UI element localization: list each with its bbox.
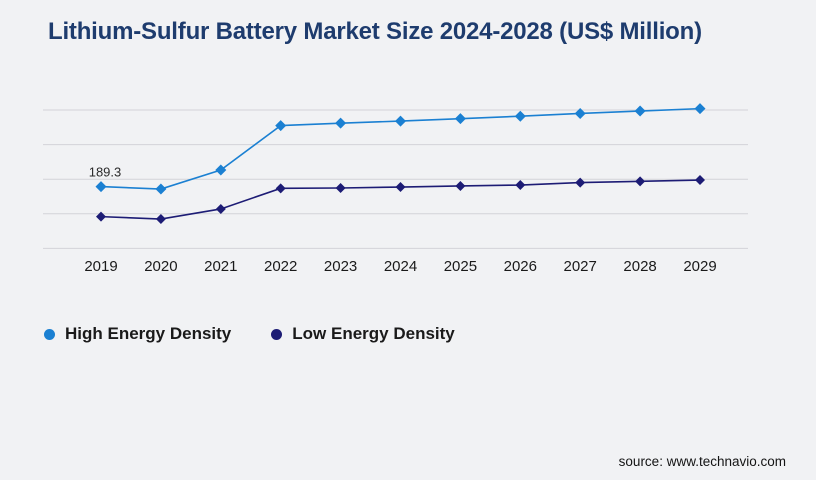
legend-marker-low-icon xyxy=(271,328,283,340)
data-point-marker-high-energy-density[interactable] xyxy=(694,103,706,115)
data-point-marker-high-energy-density[interactable] xyxy=(155,183,167,195)
data-point-marker-high-energy-density[interactable] xyxy=(215,164,227,176)
data-point-marker-low-energy-density[interactable] xyxy=(335,182,346,193)
legend-marker-high-icon xyxy=(44,328,55,340)
x-axis-label: 2027 xyxy=(564,258,597,275)
data-point-marker-low-energy-density[interactable] xyxy=(275,183,286,194)
legend-item-high-energy-density[interactable]: High Energy Density xyxy=(44,324,231,344)
data-point-marker-high-energy-density[interactable] xyxy=(454,113,466,125)
x-axis-label: 2025 xyxy=(444,258,477,275)
data-point-marker-high-energy-density[interactable] xyxy=(514,110,526,122)
x-axis-label: 2019 xyxy=(84,258,117,275)
legend-label-high: High Energy Density xyxy=(65,324,232,343)
line-chart: 189.3 2019 2020 2021 2022 2023 2024 2025 2026 202… xyxy=(43,103,748,275)
data-point-marker-high-energy-density[interactable] xyxy=(335,117,347,129)
data-point-marker-low-energy-density[interactable] xyxy=(395,182,406,193)
data-point-marker-low-energy-density[interactable] xyxy=(635,176,646,187)
x-axis-label: 2021 xyxy=(204,258,237,275)
data-point-marker-high-energy-density[interactable] xyxy=(395,115,406,127)
data-point-label: 189.3 xyxy=(89,165,122,180)
data-point-marker-high-energy-density[interactable] xyxy=(574,107,586,119)
data-point-marker-low-energy-density[interactable] xyxy=(695,175,705,186)
x-axis-label: 2020 xyxy=(144,258,177,275)
chart-area: 189.3 2019 2020 2021 2022 2023 2024 2025 2026 202… xyxy=(0,90,816,285)
data-point-marker-low-energy-density[interactable] xyxy=(155,214,166,225)
data-point-marker-low-energy-density[interactable] xyxy=(215,203,226,214)
data-point-marker-low-energy-density[interactable] xyxy=(515,180,526,191)
x-axis-label: 2029 xyxy=(683,258,716,275)
data-point-marker-high-energy-density[interactable] xyxy=(275,120,287,132)
chart-legend: High Energy Density Low Energy Density xyxy=(44,324,455,344)
x-axis-label: 2028 xyxy=(623,258,656,275)
chart-title: Lithium-Sulfur Battery Market Size 2024-… xyxy=(48,18,702,45)
data-point-marker-low-energy-density[interactable] xyxy=(96,211,106,222)
x-axis-label: 2026 xyxy=(504,258,537,275)
data-point-marker-high-energy-density[interactable] xyxy=(634,105,646,117)
x-axis-label: 2023 xyxy=(324,258,357,275)
legend-item-low-energy-density[interactable]: Low Energy Density xyxy=(271,324,455,344)
data-point-marker-low-energy-density[interactable] xyxy=(455,180,466,191)
data-point-marker-low-energy-density[interactable] xyxy=(575,177,586,188)
data-point-marker-high-energy-density[interactable] xyxy=(95,181,107,193)
x-axis-label: 2024 xyxy=(384,258,417,275)
x-axis-label: 2022 xyxy=(264,258,297,275)
legend-label-low: Low Energy Density xyxy=(292,324,455,343)
source-attribution: source: www.technavio.com xyxy=(618,454,786,469)
